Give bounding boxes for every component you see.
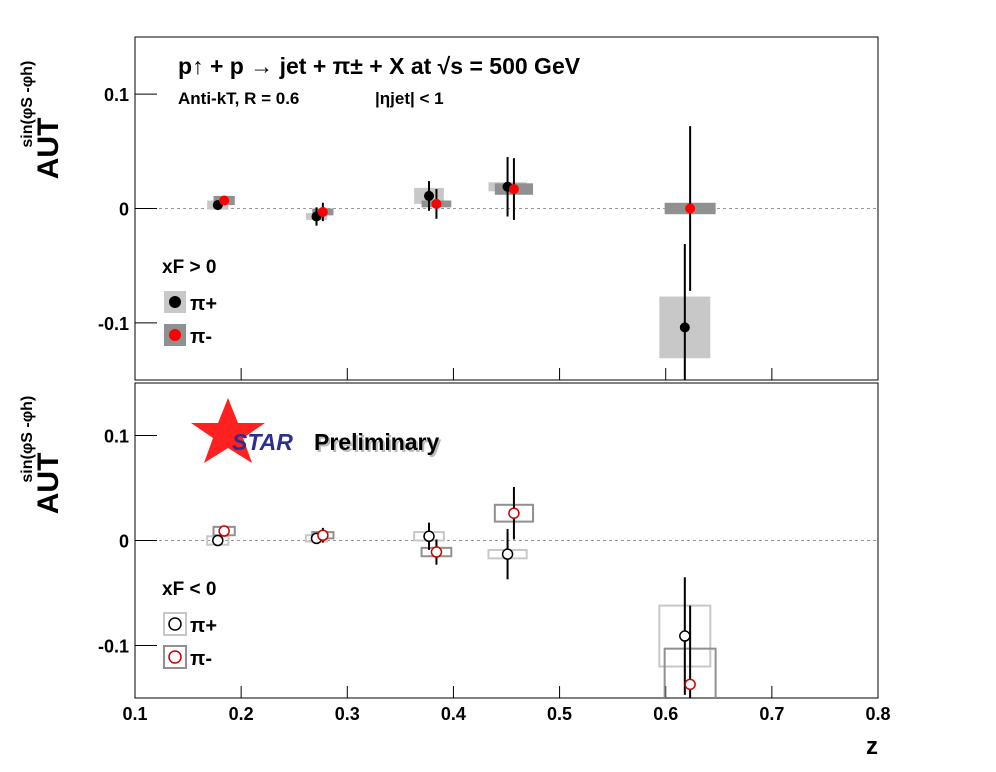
marker [431, 198, 442, 209]
legend-box [163, 612, 187, 636]
marker [317, 529, 329, 541]
marker [212, 534, 224, 547]
x-tick-label: 0.3 [335, 704, 360, 724]
preliminary-shadow: Preliminary [316, 431, 441, 457]
y-tick-label: 0 [119, 532, 129, 552]
legend-marker [169, 329, 181, 341]
marker [679, 322, 690, 333]
marker [219, 195, 230, 206]
y-label-main: AUT [32, 118, 65, 180]
x-axis-label: z [866, 733, 878, 760]
legend-label: π- [190, 326, 212, 348]
marker [317, 206, 328, 217]
y-axis-label: AUTsin(φS -φh) [19, 396, 65, 515]
marker [508, 507, 520, 519]
legend-box [163, 645, 187, 669]
marker [430, 546, 443, 558]
annotation: |ηjet| < 1 [375, 89, 444, 108]
y-label-sup: sin(φS -φh) [19, 61, 36, 148]
x-tick-label: 0.1 [122, 704, 147, 724]
marker [423, 530, 435, 543]
legend-marker [168, 650, 182, 664]
y-axis-label: AUTsin(φS -φh) [19, 61, 65, 180]
preliminary-star: STAR [232, 429, 293, 455]
marker [424, 190, 435, 201]
plot-area [206, 486, 717, 698]
y-tick-label: 0.1 [104, 427, 129, 447]
legend-title: xF > 0 [162, 257, 216, 278]
legend-marker [169, 296, 181, 308]
x-tick-label: 0.5 [547, 704, 572, 724]
y-label-sup: sin(φS -φh) [19, 396, 36, 483]
legend-label: π- [190, 648, 212, 670]
marker [685, 203, 696, 214]
x-tick-label: 0.2 [229, 704, 254, 724]
y-label-main: AUT [32, 453, 65, 515]
marker [501, 548, 514, 560]
legend-label: π+ [190, 615, 217, 637]
subtitle: Anti-kT, R = 0.6 [178, 89, 299, 108]
legend-title: xF < 0 [162, 579, 216, 600]
y-tick-label: 0 [119, 200, 129, 220]
x-tick-label: 0.4 [441, 704, 466, 724]
x-tick-label: 0.8 [865, 704, 890, 724]
legend-marker [168, 617, 182, 631]
marker [684, 678, 696, 691]
marker [679, 630, 691, 642]
plot-area [207, 126, 716, 380]
marker [218, 525, 230, 537]
preliminary-text: Preliminary [314, 429, 439, 455]
star-logo [191, 398, 265, 463]
marker [508, 184, 519, 195]
y-tick-label: -0.1 [98, 314, 129, 334]
y-tick-label: -0.1 [98, 637, 129, 657]
x-tick-label: 0.6 [653, 704, 678, 724]
x-tick-label: 0.7 [759, 704, 784, 724]
legend-label: π+ [190, 293, 217, 315]
chart-title: p↑ + p → jet + π± + X at √s = 500 GeV [178, 53, 581, 79]
y-tick-label: 0.1 [104, 85, 129, 105]
